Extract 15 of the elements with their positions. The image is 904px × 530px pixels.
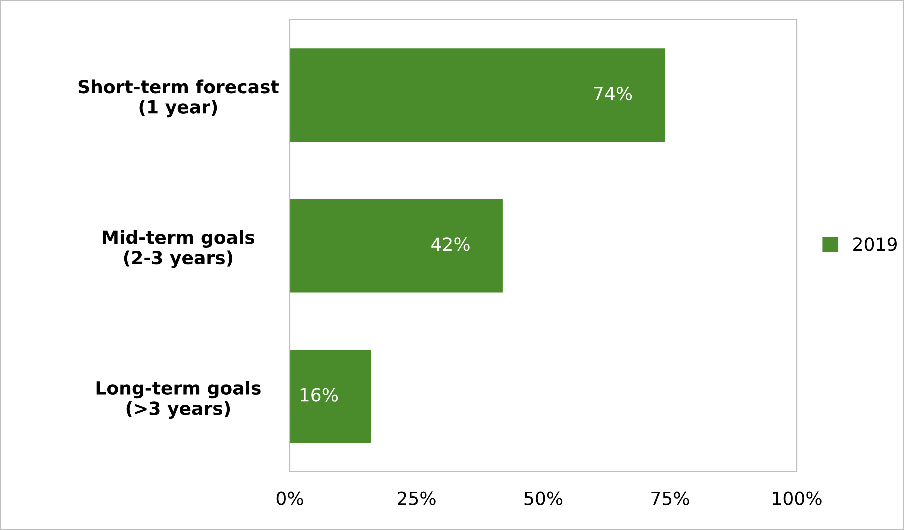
y-tick-label: Short-term forecast (1 year) bbox=[78, 80, 279, 118]
x-tick-label: 100% bbox=[773, 492, 822, 506]
bar bbox=[290, 350, 372, 444]
y-tick-label: Mid-term goals (2-3 years) bbox=[103, 230, 255, 268]
y-tick-label: Long-term goals (>3 years) bbox=[96, 381, 261, 419]
x-tick-label: 25% bbox=[398, 492, 436, 506]
data-label: 16% bbox=[300, 388, 338, 402]
x-tick-label: 0% bbox=[276, 492, 304, 506]
data-label: 42% bbox=[432, 238, 470, 252]
legend-label: 2019 bbox=[854, 238, 897, 252]
x-tick-label: 50% bbox=[524, 492, 563, 506]
bar bbox=[290, 199, 503, 293]
x-tick-label: 75% bbox=[652, 492, 690, 506]
data-label: 74% bbox=[594, 86, 632, 101]
bar bbox=[290, 48, 666, 142]
